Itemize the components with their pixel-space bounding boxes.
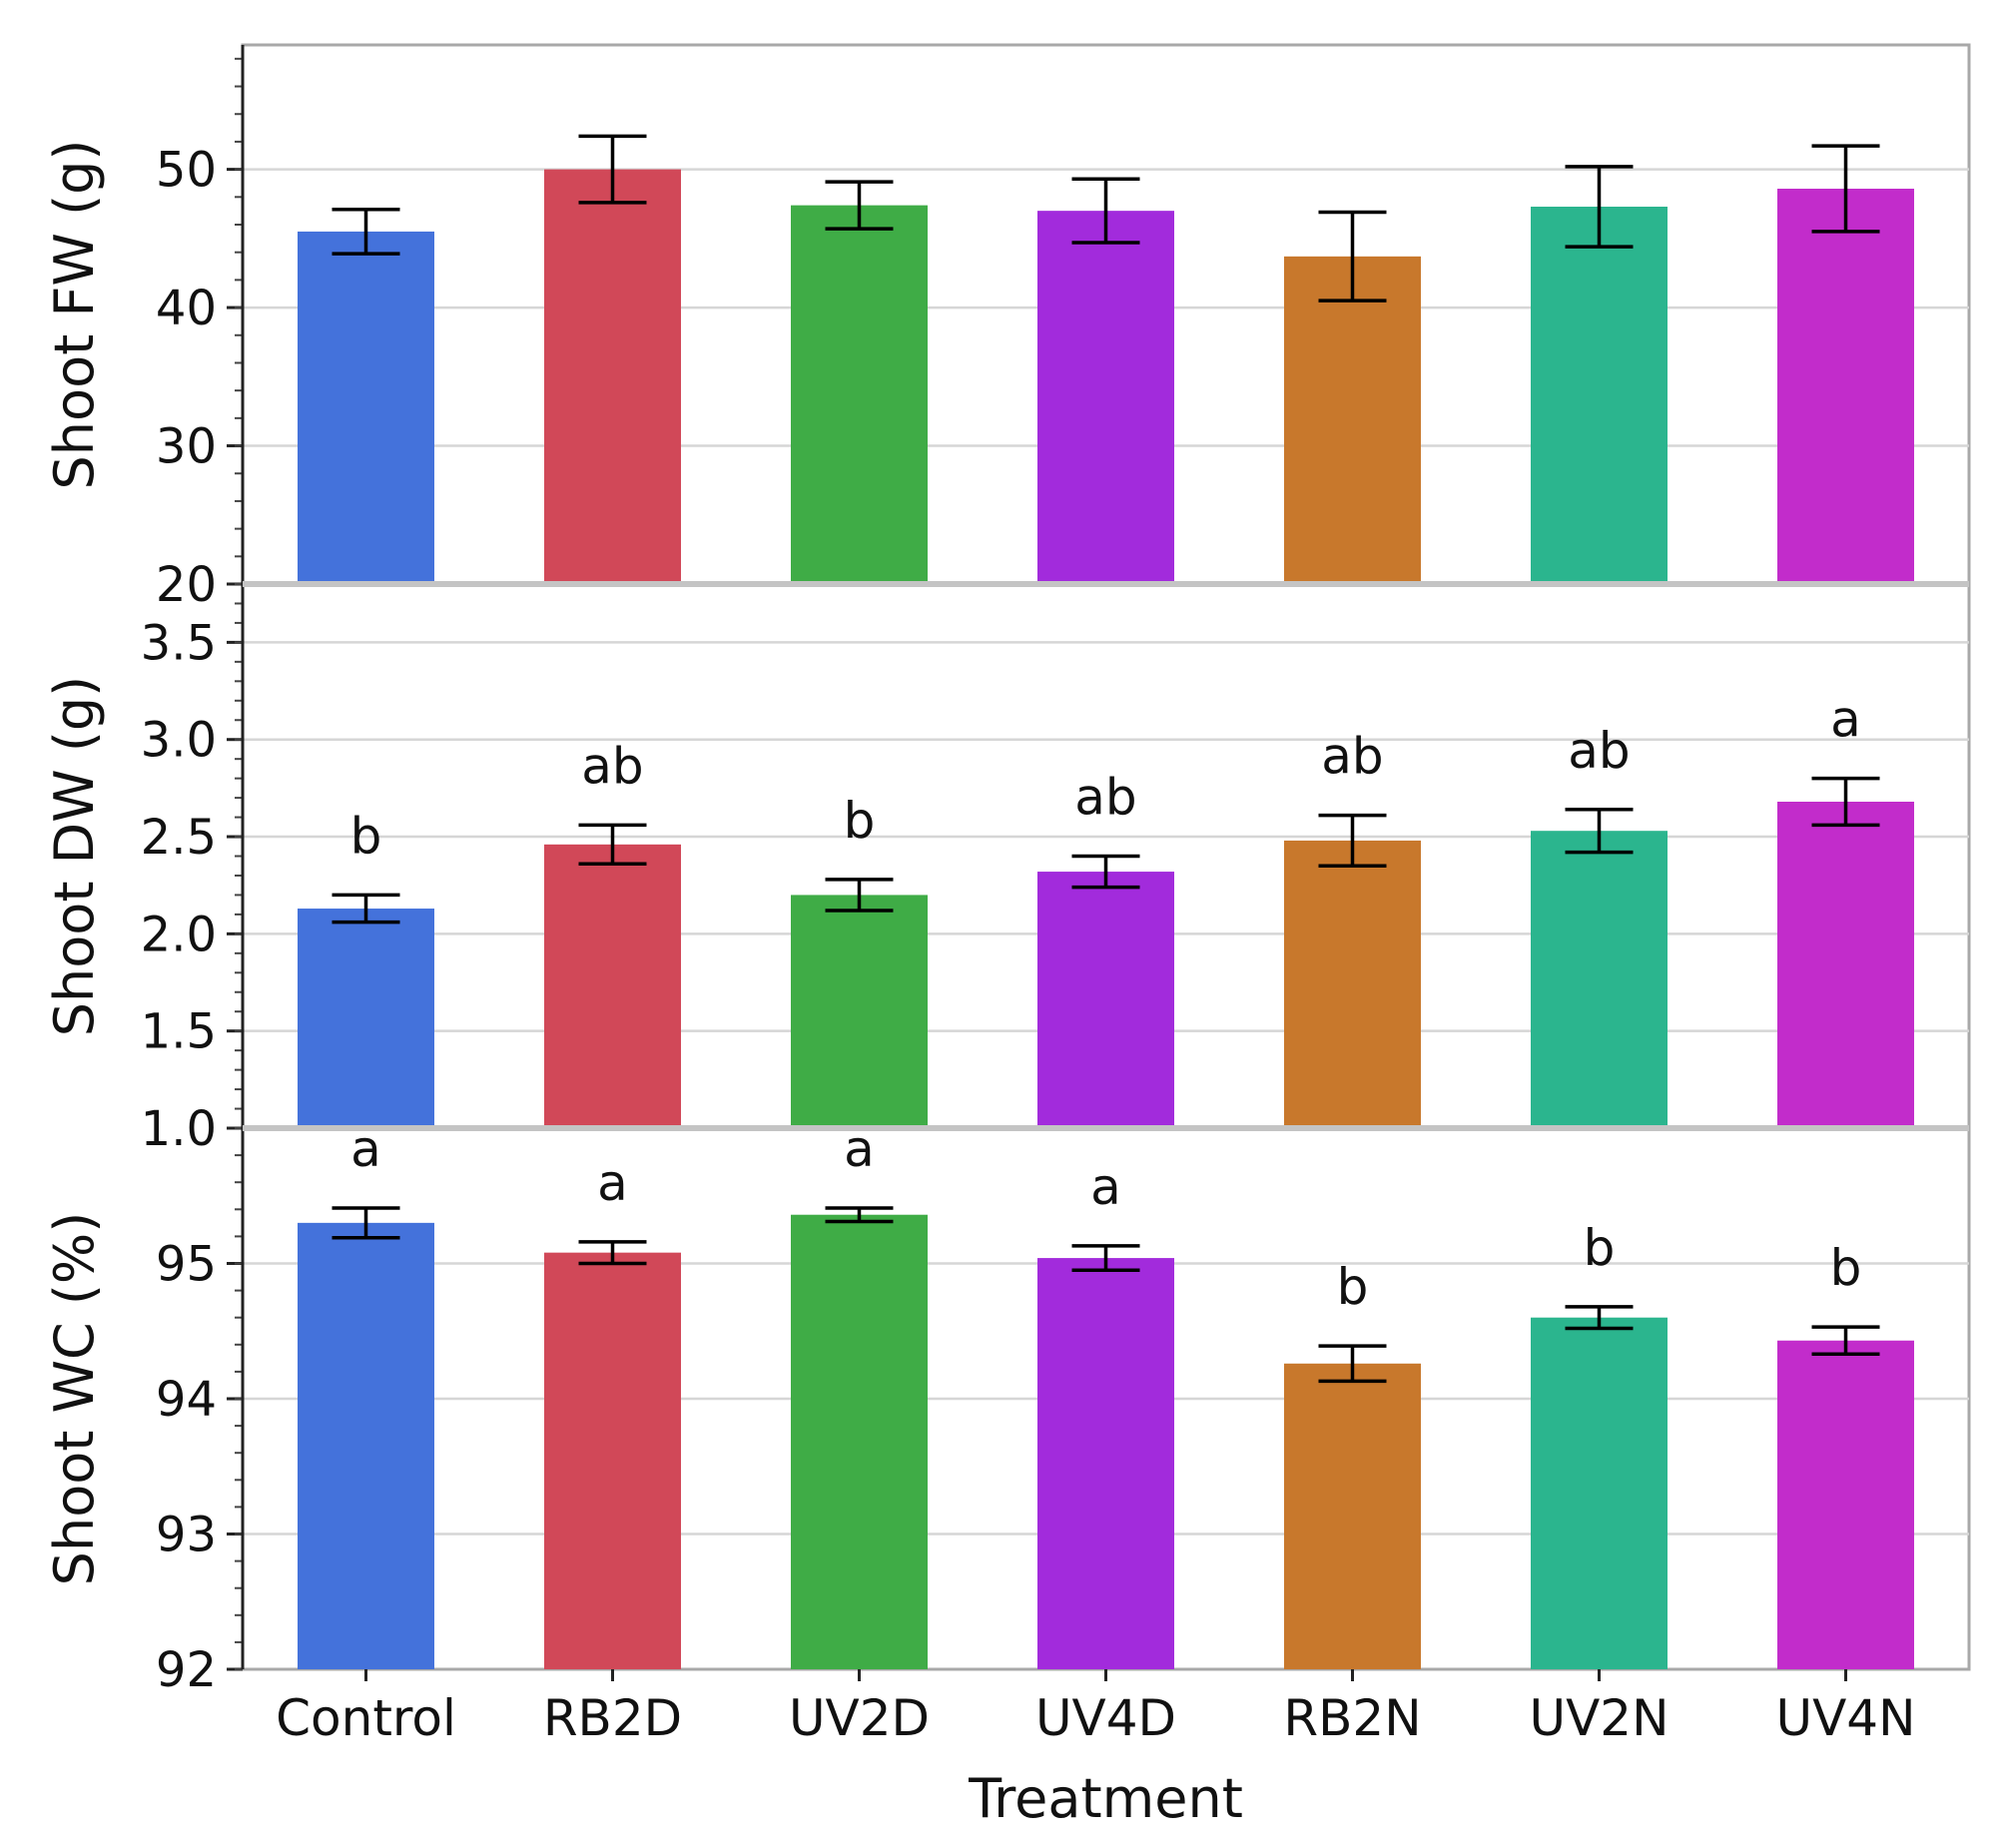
y-tick-label: 2.0 (141, 907, 217, 962)
significance-letter: b (1337, 1258, 1369, 1316)
bar-uv4d (1037, 211, 1174, 584)
bar-rb2d (544, 169, 681, 584)
bar-uv2d (791, 205, 928, 584)
panel-top: 20 30 40 50 Shoot FW (g) (43, 45, 1969, 613)
y-tick-label: 3.5 (141, 615, 217, 671)
error-bar (1565, 165, 1634, 249)
error-bar (1071, 854, 1140, 890)
y-tick-label: 20 (156, 557, 217, 613)
bar-uv2n (1531, 207, 1668, 584)
bar-control (298, 1222, 434, 1669)
y-tick-label: 1.0 (141, 1101, 217, 1157)
error-bar (332, 1206, 400, 1240)
bar-rb2d (544, 1252, 681, 1669)
bar-uv2d (791, 1214, 928, 1669)
significance-letter: a (1830, 691, 1861, 749)
error-bar (1811, 144, 1880, 234)
significance-letter: b (1584, 1219, 1616, 1277)
significance-letter: ab (581, 737, 643, 795)
y-tick-label: 40 (156, 281, 217, 336)
bar-uv4d (1037, 872, 1174, 1128)
y-tick-label: 2.5 (141, 810, 217, 866)
panel-middle: 1.0 1.5 2.0 2.5 3.0 3.5 Shoot DW (g) b ab b ab ab ab… (43, 584, 1969, 1157)
significance-letter: b (350, 807, 382, 865)
error-bar (1565, 1305, 1634, 1331)
y-axis-title: Shoot WC (%) (43, 1212, 106, 1586)
error-bar (1565, 808, 1634, 855)
error-bar (578, 134, 647, 205)
significance-letter: ab (1568, 722, 1630, 780)
error-bar (1318, 210, 1387, 303)
x-axis-title: Treatment (968, 1767, 1243, 1830)
y-tick-label: 3.0 (141, 713, 217, 769)
error-bar (1811, 776, 1880, 828)
significance-letter: ab (1321, 728, 1383, 786)
x-tick-label: RB2N (1283, 1689, 1421, 1747)
x-tick-label: Control (276, 1689, 456, 1747)
y-tick-label: 95 (156, 1237, 217, 1293)
error-bar (578, 1240, 647, 1266)
error-bar (1811, 1325, 1880, 1357)
bar-rb2n (1284, 1363, 1421, 1669)
y-tick-label: 1.5 (141, 1004, 217, 1060)
y-tick-label: 93 (156, 1508, 217, 1563)
bar-uv2d (791, 895, 928, 1128)
error-bar (578, 823, 647, 867)
error-bar (825, 1206, 894, 1224)
bar-rb2n (1284, 840, 1421, 1128)
significance-letter: a (597, 1154, 628, 1212)
x-tick-label: UV2D (789, 1689, 930, 1747)
error-bar (1071, 177, 1140, 245)
bar-uv2n (1531, 1317, 1668, 1669)
error-bar (825, 180, 894, 231)
error-bar (332, 208, 400, 256)
error-bar (1318, 813, 1387, 868)
bar-uv4d (1037, 1258, 1174, 1669)
bar-uv4n (1777, 802, 1914, 1128)
y-tick-label: 92 (156, 1642, 217, 1698)
x-tick-label: RB2D (543, 1689, 682, 1747)
y-tick-label: 30 (156, 419, 217, 475)
y-tick-label: 94 (156, 1372, 217, 1428)
x-tick-label: UV4N (1775, 1689, 1915, 1747)
bar-control (298, 909, 434, 1128)
significance-letter: b (1830, 1239, 1862, 1297)
error-bar (825, 878, 894, 913)
x-tick-label: UV2N (1529, 1689, 1669, 1747)
significance-letter: ab (1074, 769, 1136, 827)
bar-control (298, 231, 434, 584)
y-axis-title: Shoot FW (g) (43, 140, 106, 490)
bar-rb2d (544, 844, 681, 1128)
bar-uv2n (1531, 831, 1668, 1128)
error-bar (1318, 1344, 1387, 1384)
bar-rb2n (1284, 256, 1421, 584)
y-axis-title: Shoot DW (g) (43, 676, 106, 1036)
significance-letter: a (1090, 1158, 1121, 1216)
bar-uv4n (1777, 189, 1914, 584)
y-tick-label: 50 (156, 143, 217, 199)
error-bar (332, 893, 400, 924)
significance-letter: b (844, 792, 876, 850)
x-tick-label: UV4D (1035, 1689, 1176, 1747)
bar-uv4n (1777, 1340, 1914, 1669)
error-bar (1071, 1244, 1140, 1273)
